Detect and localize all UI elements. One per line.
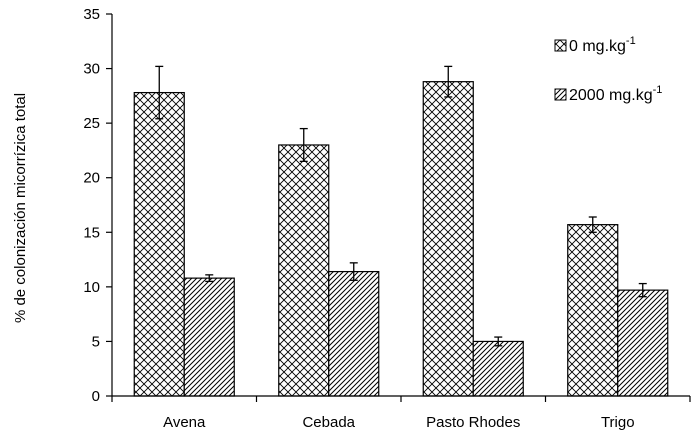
y-tick-label: 0 <box>92 388 100 405</box>
y-axis-title: % de colonización micorrízica total <box>12 93 29 323</box>
y-tick-label: 15 <box>83 224 100 241</box>
error-bar <box>205 274 214 283</box>
bar-2000mg-0 <box>183 277 235 397</box>
bar-0mg-2 <box>422 81 474 397</box>
y-tick-label: 35 <box>83 6 100 23</box>
bar-0mg-3 <box>567 224 619 397</box>
bar-2000mg-3 <box>617 289 669 397</box>
y-tick-label: 25 <box>83 115 100 132</box>
y-tick-label: 10 <box>83 279 100 296</box>
svg-text:2000 mg.kg-1: 2000 mg.kg-1 <box>569 84 662 104</box>
y-tick-label: 5 <box>92 333 100 350</box>
legend-sup-2000mg: -1 <box>653 84 663 96</box>
legend-sup-0mg: -1 <box>626 35 636 47</box>
y-tick-label: 30 <box>83 61 100 78</box>
error-bar <box>444 65 453 98</box>
error-bar <box>588 216 597 233</box>
x-axis: Avena Cebada Pasto Rhodes Trigo <box>111 396 691 431</box>
bar-0mg-1 <box>278 144 330 397</box>
legend-swatch-0mg <box>554 39 567 52</box>
bars <box>133 81 669 397</box>
legend-label-2000mg: 2000 mg.kg <box>569 87 653 104</box>
error-bar <box>155 65 164 120</box>
error-bar <box>494 336 503 347</box>
x-tick-label: Avena <box>163 414 206 431</box>
bar-2000mg-1 <box>328 270 380 397</box>
error-bar <box>349 262 358 281</box>
legend-swatch-2000mg <box>554 88 567 101</box>
x-tick-label: Cebada <box>302 414 355 431</box>
legend-label-0mg: 0 mg.kg <box>569 38 626 55</box>
legend-item-0mg: 0 mg.kg-1 <box>554 35 636 55</box>
y-tick-label: 20 <box>83 170 100 187</box>
bar-0mg-0 <box>133 91 185 397</box>
y-axis: 0 5 10 15 20 25 30 35 <box>83 6 112 405</box>
error-bar <box>638 282 647 298</box>
error-bars <box>155 65 647 347</box>
legend: 0 mg.kg-1 2000 mg.kg-1 <box>554 35 662 104</box>
error-bar <box>299 127 308 162</box>
x-tick-label: Trigo <box>601 414 635 431</box>
svg-text:0 mg.kg-1: 0 mg.kg-1 <box>569 35 636 55</box>
bar-2000mg-2 <box>472 340 524 397</box>
x-tick-label: Pasto Rhodes <box>426 414 520 431</box>
legend-item-2000mg: 2000 mg.kg-1 <box>554 84 662 104</box>
